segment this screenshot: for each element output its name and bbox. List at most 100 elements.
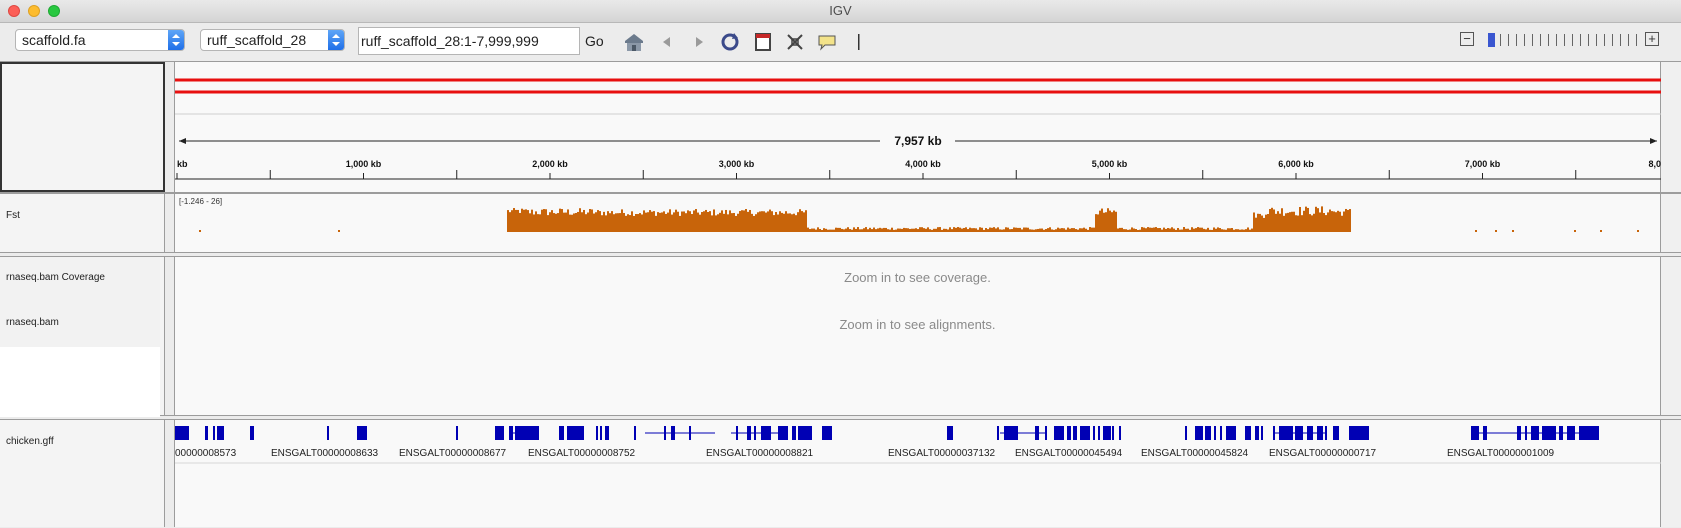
locus-input[interactable]: ruff_scaffold_28:1-7,999,999 bbox=[358, 27, 580, 55]
zoom-out-button[interactable]: − bbox=[1460, 32, 1474, 46]
gene-exon[interactable] bbox=[1542, 426, 1556, 440]
gene-exon[interactable] bbox=[1073, 426, 1077, 440]
fst-bar bbox=[1083, 227, 1085, 232]
gene-exon[interactable] bbox=[761, 426, 771, 440]
gene-exon[interactable] bbox=[572, 426, 584, 440]
gene-exon[interactable] bbox=[1349, 426, 1369, 440]
gene-exon[interactable] bbox=[1261, 426, 1263, 440]
gene-exon[interactable] bbox=[1195, 426, 1203, 440]
gene-exon[interactable] bbox=[600, 426, 602, 440]
gene-exon[interactable] bbox=[1080, 426, 1090, 440]
gene-exon[interactable] bbox=[1119, 426, 1121, 440]
track-name-coverage[interactable]: rnaseq.bam Coverage bbox=[6, 272, 105, 283]
gene-exon[interactable] bbox=[1004, 426, 1018, 440]
gene-exon[interactable] bbox=[1067, 426, 1071, 440]
close-window-button[interactable] bbox=[8, 5, 20, 17]
gene-exon[interactable] bbox=[495, 426, 504, 440]
gene-exon[interactable] bbox=[1317, 426, 1323, 440]
gene-exon[interactable] bbox=[1325, 426, 1327, 440]
gene-exon[interactable] bbox=[1205, 426, 1211, 440]
resize-icon[interactable] bbox=[784, 31, 806, 53]
gene-exon[interactable] bbox=[357, 426, 367, 440]
chromosome-dropdown[interactable]: ruff_scaffold_28 bbox=[200, 29, 345, 51]
gene-exon[interactable] bbox=[1483, 426, 1487, 440]
region-icon[interactable] bbox=[752, 31, 774, 53]
gene-exon[interactable] bbox=[1567, 426, 1575, 440]
gene-exon[interactable] bbox=[1525, 426, 1527, 440]
refresh-icon[interactable] bbox=[719, 31, 741, 53]
gene-exon[interactable] bbox=[754, 426, 756, 440]
gene-exon[interactable] bbox=[213, 426, 215, 440]
gene-exon[interactable] bbox=[327, 426, 329, 440]
track-name-gff[interactable]: chicken.gff bbox=[6, 436, 54, 447]
fst-track[interactable]: [-1.246 - 26] bbox=[175, 194, 1661, 252]
gene-exon[interactable] bbox=[778, 426, 788, 440]
gene-exon[interactable] bbox=[175, 426, 189, 440]
gene-exon[interactable] bbox=[671, 426, 675, 440]
gene-exon[interactable] bbox=[1471, 426, 1479, 440]
gene-exon[interactable] bbox=[515, 426, 539, 440]
gene-exon[interactable] bbox=[798, 426, 812, 440]
gene-exon[interactable] bbox=[456, 426, 458, 440]
gene-exon[interactable] bbox=[1226, 426, 1236, 440]
gene-exon[interactable] bbox=[822, 426, 832, 440]
gene-exon[interactable] bbox=[1093, 426, 1095, 440]
zoom-in-button[interactable]: + bbox=[1645, 32, 1659, 46]
gene-exon[interactable] bbox=[997, 426, 999, 440]
gene-exon[interactable] bbox=[250, 426, 254, 440]
bam-track[interactable]: Zoom in to see coverage. Zoom in to see … bbox=[175, 257, 1661, 415]
fst-bar bbox=[819, 228, 821, 232]
gene-exon[interactable] bbox=[947, 426, 953, 440]
back-icon[interactable] bbox=[656, 31, 678, 53]
gene-exon[interactable] bbox=[1185, 426, 1187, 440]
gene-exon[interactable] bbox=[1103, 426, 1107, 440]
gene-exon[interactable] bbox=[596, 426, 598, 440]
fst-bar bbox=[737, 213, 739, 232]
gene-exon[interactable] bbox=[1579, 426, 1599, 440]
gene-exon[interactable] bbox=[217, 426, 224, 440]
gene-exon[interactable] bbox=[634, 426, 636, 440]
gene-exon[interactable] bbox=[1307, 426, 1313, 440]
zoom-window-button[interactable] bbox=[48, 5, 60, 17]
zoom-slider-thumb[interactable] bbox=[1488, 33, 1495, 47]
forward-icon[interactable] bbox=[688, 31, 710, 53]
gene-exon[interactable] bbox=[1054, 426, 1064, 440]
gene-exon[interactable] bbox=[1045, 426, 1047, 440]
minimize-window-button[interactable] bbox=[28, 5, 40, 17]
gene-exon[interactable] bbox=[567, 426, 572, 440]
gene-exon[interactable] bbox=[1214, 426, 1216, 440]
gene-exon[interactable] bbox=[1107, 426, 1111, 440]
gene-exon[interactable] bbox=[1279, 426, 1293, 440]
gene-exon[interactable] bbox=[1559, 426, 1563, 440]
gene-exon[interactable] bbox=[1098, 426, 1100, 440]
zoom-widget[interactable]: − + bbox=[1460, 32, 1660, 50]
gene-exon[interactable] bbox=[1333, 426, 1339, 440]
genome-dropdown[interactable]: scaffold.fa bbox=[15, 29, 185, 51]
gene-exon[interactable] bbox=[1245, 426, 1251, 440]
go-button[interactable]: Go bbox=[585, 33, 604, 49]
gene-exon[interactable] bbox=[605, 426, 609, 440]
gff-track[interactable]: 00000008573 ENSGALT00000008633 ENSGALT0000… bbox=[175, 420, 1661, 527]
gene-exon[interactable] bbox=[1220, 426, 1222, 440]
gene-exon[interactable] bbox=[1035, 426, 1039, 440]
track-name-fst[interactable]: Fst bbox=[6, 210, 20, 221]
gene-exon[interactable] bbox=[205, 426, 208, 440]
gene-exon[interactable] bbox=[1255, 426, 1259, 440]
gene-exon[interactable] bbox=[1295, 426, 1303, 440]
gene-exon[interactable] bbox=[792, 426, 796, 440]
gene-exon[interactable] bbox=[689, 426, 691, 440]
gene-exon[interactable] bbox=[1531, 426, 1539, 440]
gene-exon[interactable] bbox=[1517, 426, 1521, 440]
ruler-icon[interactable] bbox=[848, 31, 870, 53]
gene-exon[interactable] bbox=[509, 426, 513, 440]
gene-exon[interactable] bbox=[736, 426, 738, 440]
gene-exon[interactable] bbox=[1273, 426, 1275, 440]
fst-bar bbox=[691, 214, 693, 232]
popup-icon[interactable] bbox=[816, 31, 838, 53]
gene-exon[interactable] bbox=[664, 426, 666, 440]
home-icon[interactable] bbox=[623, 31, 645, 53]
gene-exon[interactable] bbox=[1112, 426, 1114, 440]
gene-exon[interactable] bbox=[747, 426, 751, 440]
gene-exon[interactable] bbox=[559, 426, 564, 440]
track-name-alignments[interactable]: rnaseq.bam bbox=[6, 317, 59, 328]
